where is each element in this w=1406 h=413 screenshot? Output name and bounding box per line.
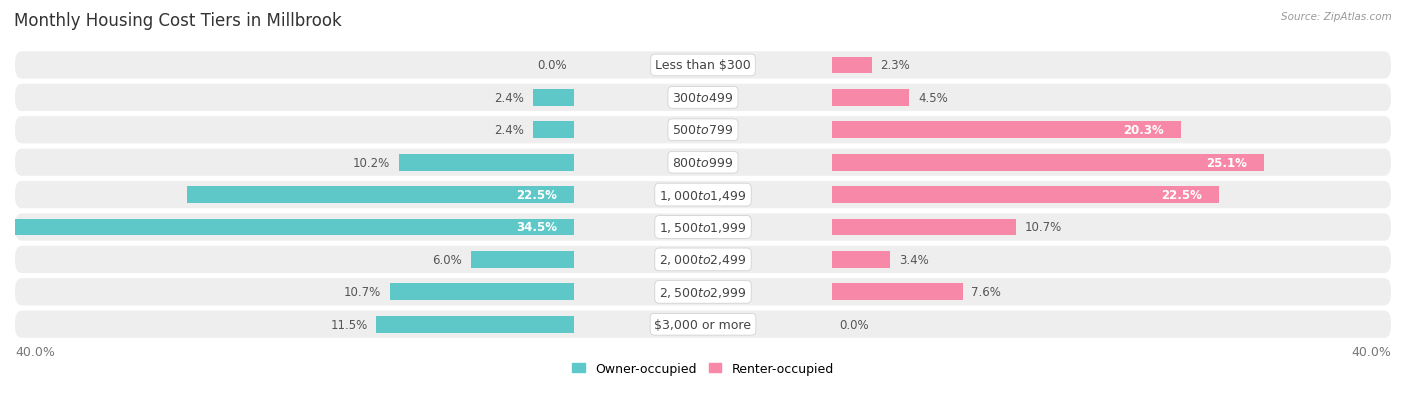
Text: 2.4%: 2.4%	[495, 92, 524, 104]
Bar	[832, 252, 890, 268]
Bar	[398, 154, 574, 171]
Bar	[377, 316, 574, 333]
Text: 11.5%: 11.5%	[330, 318, 367, 331]
FancyBboxPatch shape	[15, 278, 1391, 306]
FancyBboxPatch shape	[15, 85, 1391, 112]
Bar	[832, 122, 1181, 139]
Text: Source: ZipAtlas.com: Source: ZipAtlas.com	[1281, 12, 1392, 22]
FancyBboxPatch shape	[15, 182, 1391, 209]
Text: 10.7%: 10.7%	[1025, 221, 1062, 234]
Bar	[832, 187, 1219, 204]
Text: 0.0%: 0.0%	[537, 59, 567, 72]
Bar	[832, 90, 910, 107]
Text: 4.5%: 4.5%	[918, 92, 948, 104]
FancyBboxPatch shape	[15, 311, 1391, 338]
FancyBboxPatch shape	[15, 117, 1391, 144]
Text: 40.0%: 40.0%	[1351, 345, 1391, 358]
Text: 7.6%: 7.6%	[972, 286, 1001, 299]
Text: 10.2%: 10.2%	[353, 156, 389, 169]
Bar	[533, 90, 574, 107]
Text: 22.5%: 22.5%	[516, 189, 557, 202]
Text: 25.1%: 25.1%	[1206, 156, 1247, 169]
Text: 10.7%: 10.7%	[344, 286, 381, 299]
Legend: Owner-occupied, Renter-occupied: Owner-occupied, Renter-occupied	[572, 362, 834, 375]
FancyBboxPatch shape	[15, 52, 1391, 79]
Text: Monthly Housing Cost Tiers in Millbrook: Monthly Housing Cost Tiers in Millbrook	[14, 12, 342, 30]
Bar	[832, 57, 872, 74]
Text: $3,000 or more: $3,000 or more	[655, 318, 751, 331]
Text: 3.4%: 3.4%	[898, 253, 929, 266]
Text: $1,500 to $1,999: $1,500 to $1,999	[659, 221, 747, 235]
Bar	[389, 284, 574, 301]
Bar	[832, 219, 1017, 236]
Text: $2,000 to $2,499: $2,000 to $2,499	[659, 253, 747, 267]
Bar	[471, 252, 574, 268]
Bar	[187, 187, 574, 204]
Text: $1,000 to $1,499: $1,000 to $1,499	[659, 188, 747, 202]
Text: Less than $300: Less than $300	[655, 59, 751, 72]
Text: 6.0%: 6.0%	[433, 253, 463, 266]
Bar	[533, 122, 574, 139]
Text: 0.0%: 0.0%	[839, 318, 869, 331]
Text: 34.5%: 34.5%	[516, 221, 557, 234]
Bar	[0, 219, 574, 236]
Text: $2,500 to $2,999: $2,500 to $2,999	[659, 285, 747, 299]
Text: 20.3%: 20.3%	[1123, 124, 1164, 137]
Text: $300 to $499: $300 to $499	[672, 92, 734, 104]
Text: 2.3%: 2.3%	[880, 59, 910, 72]
Text: $500 to $799: $500 to $799	[672, 124, 734, 137]
Text: 2.4%: 2.4%	[495, 124, 524, 137]
Text: 40.0%: 40.0%	[15, 345, 55, 358]
Text: 22.5%: 22.5%	[1161, 189, 1202, 202]
FancyBboxPatch shape	[15, 149, 1391, 176]
Bar	[832, 284, 963, 301]
FancyBboxPatch shape	[15, 214, 1391, 241]
FancyBboxPatch shape	[15, 246, 1391, 273]
Bar	[832, 154, 1264, 171]
Text: $800 to $999: $800 to $999	[672, 156, 734, 169]
